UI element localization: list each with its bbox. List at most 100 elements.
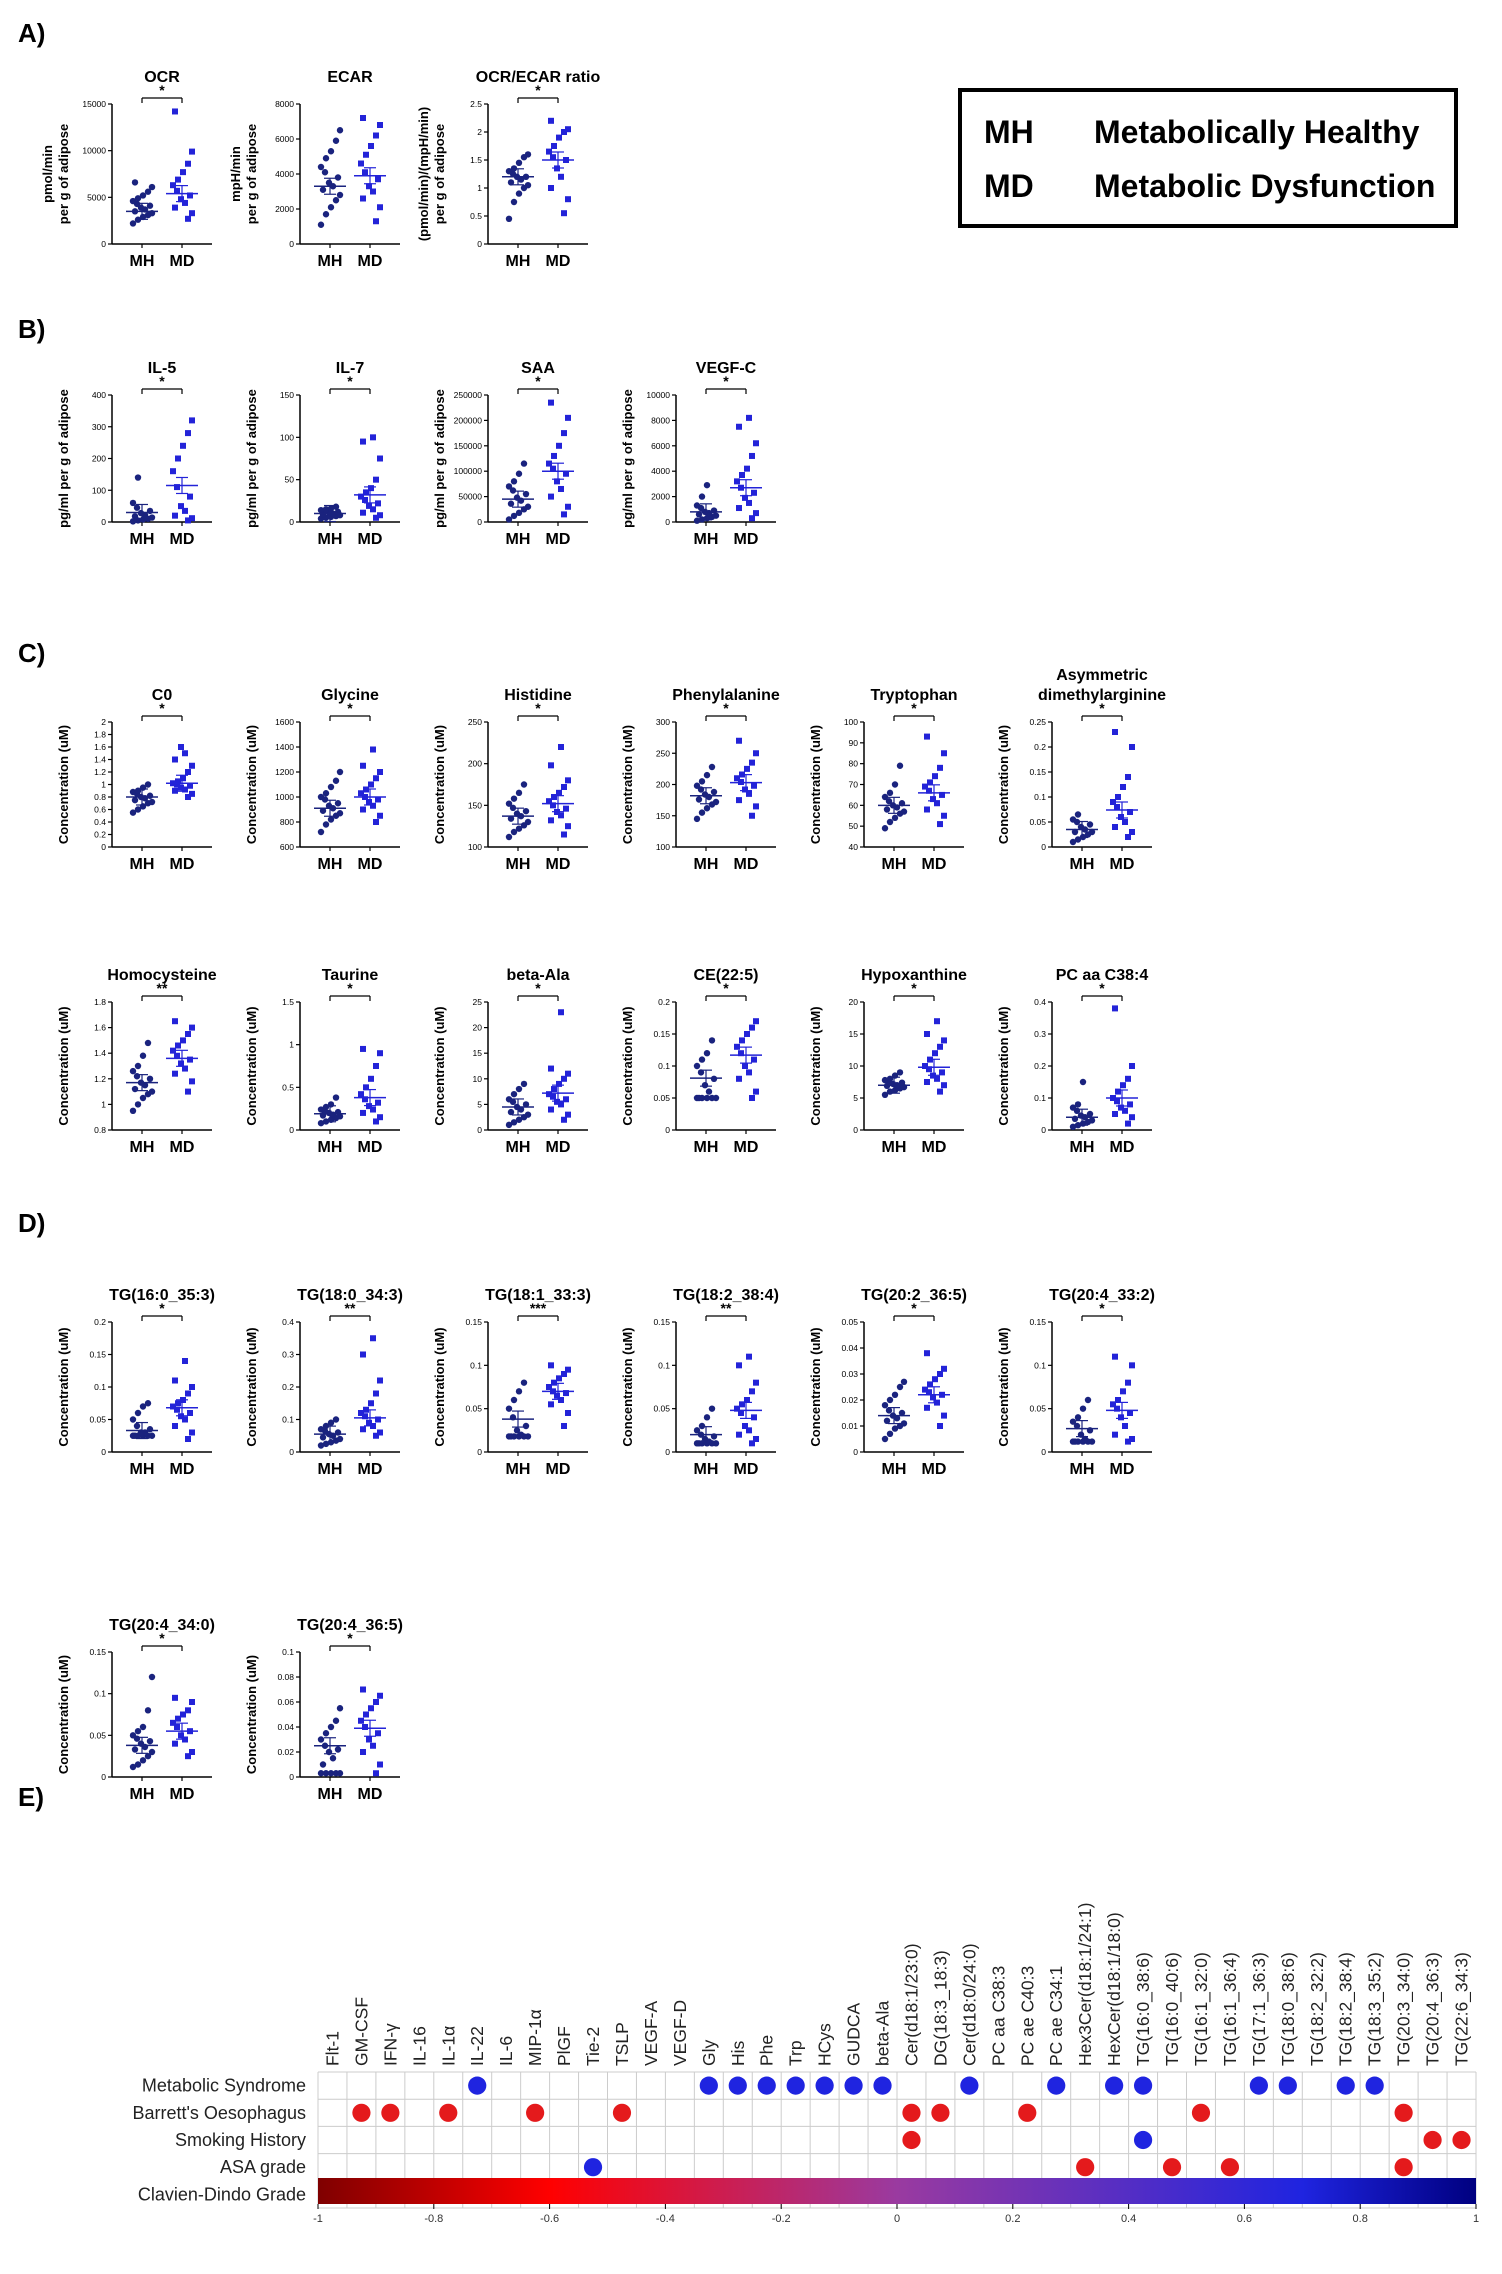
- chart-title: IL-5: [148, 360, 177, 377]
- data-point-md: [1129, 1063, 1135, 1069]
- y-tick-label: 0: [477, 517, 482, 527]
- data-point-md: [1114, 1405, 1120, 1412]
- sig-label: *: [347, 1630, 353, 1646]
- column-label: TG(16:1_32:0): [1191, 1952, 1212, 2066]
- column-label: Tie-2: [583, 2027, 603, 2066]
- chart-c-8: 600 800 1000 1200 1400 1600 MH MD Glycine Concent…: [244, 687, 400, 873]
- y-tick-label: 0.1: [282, 1647, 294, 1657]
- data-point-md: [749, 1440, 755, 1447]
- y-tick-label: 0.02: [277, 1747, 294, 1757]
- data-point-md: [561, 784, 567, 790]
- x-tick-label-mh: MH: [130, 531, 155, 548]
- data-point-md: [548, 493, 554, 500]
- data-point-mh: [881, 1091, 889, 1099]
- data-point-mh: [319, 1761, 327, 1768]
- data-point-md: [1112, 1353, 1118, 1360]
- colorbar-tick-label: -0.6: [540, 2213, 559, 2225]
- data-point-md: [373, 218, 379, 225]
- data-point-mh: [131, 1085, 139, 1093]
- data-point-md: [551, 1379, 557, 1386]
- chart-c-15: 0 5 10 15 20 25 MH MD beta-Ala Concentration (uM)…: [432, 967, 588, 1156]
- data-point-md: [941, 812, 947, 819]
- y-tick-label: 0.05: [1029, 1404, 1046, 1414]
- data-point-md: [551, 452, 557, 459]
- y-axis-label: Concentration (uM): [432, 1006, 447, 1125]
- x-tick-label-mh: MH: [506, 531, 531, 548]
- data-point-md: [746, 1427, 752, 1434]
- data-point-md: [739, 1401, 745, 1408]
- chart-c-18: 0 0.1 0.2 0.3 0.4 MH MD PC aa C38:4 Concentratio…: [996, 967, 1152, 1156]
- data-point-mh: [510, 198, 518, 206]
- data-point-md: [375, 1730, 381, 1737]
- data-point-md: [558, 812, 564, 819]
- data-point-mh: [146, 792, 154, 799]
- sig-label: *: [535, 82, 541, 98]
- data-point-md: [175, 1715, 181, 1722]
- y-tick-label: 0.1: [658, 1061, 670, 1071]
- chart-title: TG(18:2_38:4): [673, 1287, 779, 1304]
- sig-label: *: [1099, 1300, 1105, 1316]
- data-point-mh: [505, 168, 513, 175]
- data-point-mh: [524, 1433, 532, 1440]
- data-point-md: [561, 1116, 567, 1123]
- heatmap-dot: [1133, 2076, 1153, 2095]
- data-point-md: [185, 1390, 191, 1397]
- data-point-md: [185, 215, 191, 222]
- data-point-mh: [148, 514, 156, 521]
- y-tick-label: 0.5: [282, 1082, 294, 1092]
- sig-label: *: [723, 980, 729, 996]
- y-tick-label: 0.15: [1029, 1317, 1046, 1327]
- data-point-md: [548, 1401, 554, 1408]
- data-point-md: [744, 1031, 750, 1037]
- data-point-mh: [505, 516, 513, 523]
- y-tick-label: 15: [849, 1029, 859, 1039]
- chart-a-2: 0 0.5 1 1.5 2 2.5 MH MD OCR/ECAR ratio (pmol/min)…: [416, 69, 600, 270]
- y-tick-label: 5: [477, 1099, 482, 1109]
- data-point-md: [1115, 1397, 1121, 1403]
- data-point-mh: [510, 478, 518, 485]
- chart-c-17: 0 5 10 15 20 MH MD Hypoxanthine Concentration (u…: [808, 967, 967, 1156]
- y-axis-label: Concentration (uM): [808, 1006, 823, 1125]
- data-point-md: [1127, 809, 1133, 815]
- data-point-md: [373, 1699, 379, 1705]
- data-point-md: [932, 1050, 938, 1057]
- data-point-mh: [319, 186, 327, 193]
- data-point-md: [368, 143, 374, 149]
- x-tick-label-md: MD: [546, 1461, 571, 1478]
- x-tick-label-md: MD: [358, 856, 383, 873]
- y-tick-label: 0.3: [1034, 1029, 1046, 1039]
- y-tick-label: 0.15: [465, 1317, 482, 1327]
- chart-title: Hypoxanthine: [861, 967, 967, 984]
- data-point-mh: [327, 1101, 335, 1108]
- y-axis-label: pg/ml per g of adipose: [432, 389, 447, 528]
- data-point-md: [1125, 1120, 1131, 1127]
- data-point-md: [377, 1377, 383, 1384]
- data-point-mh: [317, 506, 325, 514]
- y-tick-label: 0: [1041, 1125, 1046, 1135]
- data-point-md: [370, 1335, 376, 1342]
- data-point-mh: [1074, 1101, 1082, 1108]
- data-point-md: [1118, 1104, 1124, 1111]
- y-tick-label: 200: [656, 780, 670, 790]
- data-point-mh: [1084, 1396, 1092, 1404]
- chart-title: SAA: [521, 360, 555, 377]
- data-point-md: [753, 750, 759, 757]
- y-tick-label: 0: [665, 1125, 670, 1135]
- data-point-md: [558, 485, 564, 492]
- data-point-mh: [1069, 1418, 1077, 1425]
- data-point-mh: [522, 807, 530, 815]
- data-point-md: [926, 1389, 932, 1396]
- x-tick-label-mh: MH: [694, 856, 719, 873]
- data-point-md: [189, 1749, 195, 1755]
- column-label: Cer(d18:0/24:0): [959, 1943, 979, 2066]
- data-point-mh: [129, 1107, 137, 1115]
- y-axis-label: Concentration (uM): [620, 1327, 635, 1446]
- data-point-md: [375, 796, 381, 803]
- data-point-md: [937, 764, 943, 771]
- data-point-md: [1125, 1379, 1131, 1386]
- data-point-md: [941, 1365, 947, 1372]
- data-point-md: [172, 204, 178, 211]
- data-point-md: [185, 1436, 191, 1442]
- data-point-mh: [322, 155, 330, 162]
- data-point-md: [1129, 744, 1135, 750]
